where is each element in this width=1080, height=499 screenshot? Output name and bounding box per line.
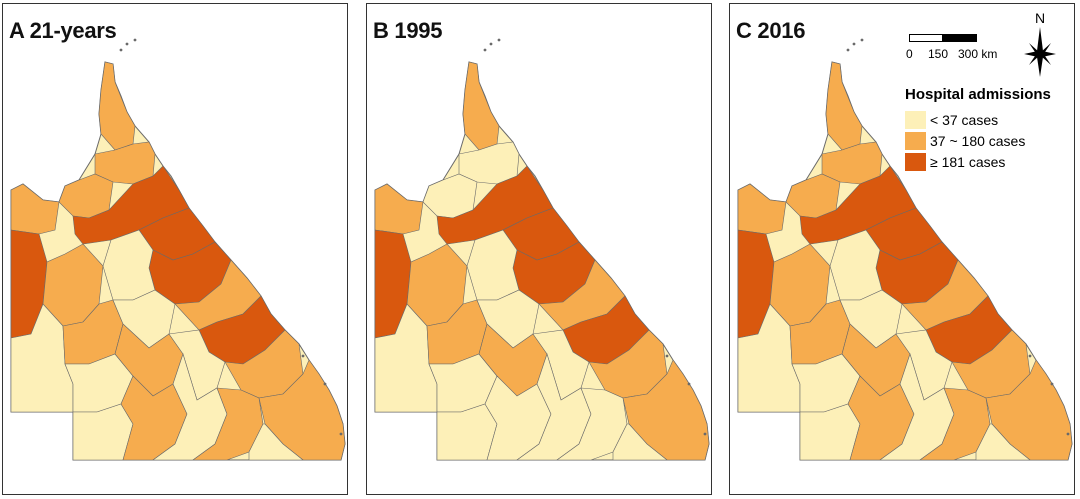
map-panel-b: B 1995 (366, 3, 712, 495)
lga-region (436, 403, 498, 461)
north-label: N (1035, 10, 1045, 26)
queensland-map-b (374, 38, 710, 461)
lga-region (72, 403, 134, 461)
legend-swatch-low (905, 111, 926, 129)
legend-item-low: < 37 cases (905, 109, 1074, 129)
island-marker (1066, 432, 1070, 436)
legend-item-high: ≥ 181 cases (905, 151, 1074, 171)
lga-region (825, 61, 863, 151)
legend-swatch-mid (905, 132, 926, 150)
queensland-map-a (10, 38, 346, 461)
island-marker (339, 432, 343, 436)
island-marker (119, 48, 123, 52)
scale-label-150: 150 (928, 47, 949, 61)
lga-region (737, 183, 787, 235)
panel-title-b: B 1995 (373, 18, 443, 43)
island-marker (323, 382, 327, 386)
lga-region (436, 165, 554, 245)
legend-label-mid: 37 ~ 180 cases (930, 133, 1026, 149)
compass-rose-icon: N (1024, 10, 1056, 77)
lga-region (10, 183, 60, 235)
island-marker (125, 42, 129, 46)
panel-title-a: A 21-years (9, 18, 117, 43)
lga-region (975, 423, 1031, 461)
lga-region (462, 61, 500, 151)
island-marker (497, 38, 501, 42)
island-marker (846, 48, 850, 52)
scale-label-300: 300 km (958, 47, 998, 61)
legend-item-mid: 37 ~ 180 cases (905, 130, 1074, 150)
legend-title: Hospital admissions (905, 86, 1051, 103)
legend-swatch-high (905, 153, 926, 171)
island-marker (1050, 382, 1054, 386)
island-marker (483, 48, 487, 52)
scale-bar-black-segment (943, 34, 977, 42)
scale-bar-white-segment (909, 34, 943, 42)
lga-region (612, 423, 668, 461)
legend-label-high: ≥ 181 cases (930, 154, 1006, 170)
queensland-map-c (737, 38, 1073, 461)
island-marker (852, 42, 856, 46)
panel-title-c: C 2016 (736, 18, 806, 43)
lga-region (799, 403, 861, 461)
map-panel-c: C 2016 0 150 300 km N Hospital admission… (729, 3, 1075, 495)
island-marker (301, 354, 305, 358)
map-panel-a: A 21-years (2, 3, 348, 495)
island-marker (1028, 354, 1032, 358)
island-marker (665, 354, 669, 358)
lga-region (556, 387, 628, 461)
island-marker (860, 38, 864, 42)
lga-region (192, 387, 264, 461)
legend: Hospital admissions < 37 cases 37 ~ 180 … (905, 86, 1074, 171)
scale-bar: 0 150 300 km (906, 34, 997, 64)
lga-region (98, 61, 136, 151)
island-marker (687, 382, 691, 386)
scale-label-0: 0 (906, 47, 913, 61)
lga-region (72, 165, 190, 245)
island-marker (703, 432, 707, 436)
lga-region (919, 387, 991, 461)
lga-region (248, 423, 304, 461)
legend-label-low: < 37 cases (930, 112, 999, 128)
island-marker (133, 38, 137, 42)
lga-region (799, 165, 917, 245)
lga-region (374, 183, 424, 235)
island-marker (489, 42, 493, 46)
